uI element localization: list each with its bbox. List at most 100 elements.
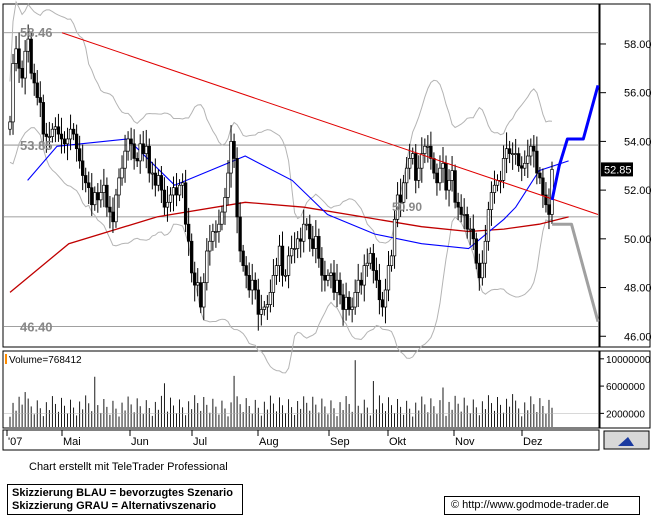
candle-body bbox=[353, 292, 357, 308]
candle-body bbox=[268, 292, 273, 305]
candle-body bbox=[529, 145, 533, 157]
candle-body bbox=[262, 306, 266, 310]
candle-body bbox=[374, 270, 379, 281]
candle-body bbox=[486, 209, 491, 242]
candle-body bbox=[247, 275, 251, 291]
copyright-icon: © bbox=[451, 499, 460, 511]
volume-label-bg bbox=[4, 352, 89, 365]
candle-body bbox=[329, 272, 333, 276]
candle-body bbox=[93, 192, 97, 206]
candle-body bbox=[202, 282, 206, 308]
candle-body bbox=[305, 223, 309, 226]
candle-body bbox=[453, 170, 457, 203]
candle-body bbox=[150, 172, 154, 175]
candle-body bbox=[302, 223, 306, 242]
candle-body bbox=[211, 231, 215, 242]
candle-body bbox=[444, 162, 448, 191]
candle-body bbox=[408, 158, 412, 169]
date-axis-label: Sep bbox=[330, 436, 350, 448]
candle-body bbox=[17, 48, 21, 69]
candle-body bbox=[277, 245, 282, 266]
low-price-label: 46.40 bbox=[20, 320, 53, 335]
candle-body bbox=[420, 153, 424, 169]
candle-body bbox=[77, 148, 82, 162]
candle-body bbox=[81, 160, 85, 176]
candle-body bbox=[159, 175, 164, 191]
candle-body bbox=[438, 167, 442, 184]
candle-body bbox=[174, 187, 179, 196]
candle-body bbox=[462, 214, 466, 216]
candle-body bbox=[392, 218, 397, 257]
candle-body bbox=[535, 150, 539, 174]
candle-body bbox=[538, 172, 542, 179]
candle-body bbox=[356, 279, 360, 293]
candle-body bbox=[253, 279, 257, 291]
candle-body bbox=[441, 162, 445, 169]
resistance-price-label: 53.85 bbox=[20, 138, 53, 153]
candle-body bbox=[114, 194, 118, 223]
candle-body bbox=[411, 153, 415, 159]
candle-body bbox=[432, 158, 436, 174]
price-axis-label: 56.00 bbox=[624, 88, 652, 100]
resistance-trendline bbox=[61, 32, 599, 215]
candle-body bbox=[153, 172, 157, 186]
candle-body bbox=[50, 128, 55, 137]
candle-body bbox=[299, 238, 303, 242]
candle-body bbox=[480, 262, 485, 279]
date-axis-label: Jul bbox=[193, 436, 207, 448]
candle-body bbox=[147, 145, 151, 174]
candle-body bbox=[71, 128, 76, 135]
candle-body bbox=[401, 182, 406, 203]
chart-tool-button[interactable] bbox=[603, 430, 650, 450]
candle-body bbox=[335, 279, 339, 293]
candle-body bbox=[435, 172, 439, 184]
candle-body bbox=[135, 158, 139, 162]
candle-body bbox=[474, 238, 478, 264]
candle-body bbox=[398, 194, 403, 203]
candle-body bbox=[99, 192, 103, 201]
high-price-label: 58.46 bbox=[20, 25, 53, 40]
candle-body bbox=[102, 184, 106, 193]
candle-body bbox=[205, 250, 209, 284]
candle-body bbox=[471, 228, 475, 240]
candle-body bbox=[65, 138, 70, 145]
volume-axis-frame bbox=[599, 350, 651, 429]
candle-body bbox=[362, 265, 366, 286]
candle-body bbox=[138, 143, 142, 162]
candle-body bbox=[59, 133, 64, 140]
candle-body bbox=[350, 306, 354, 310]
candle-body bbox=[320, 257, 324, 276]
candle-body bbox=[395, 194, 400, 220]
candle-body bbox=[53, 126, 58, 130]
candle-body bbox=[44, 133, 48, 137]
mid-price-label: 50.90 bbox=[392, 200, 422, 214]
candle-body bbox=[38, 97, 42, 103]
candle-body bbox=[426, 145, 430, 148]
candle-body bbox=[323, 275, 327, 281]
candle-body bbox=[126, 138, 130, 152]
candle-body bbox=[199, 282, 203, 308]
candle-body bbox=[386, 265, 391, 291]
candle-body bbox=[447, 180, 451, 191]
candle-body bbox=[311, 238, 315, 249]
candle-body bbox=[84, 175, 88, 184]
candle-body bbox=[68, 128, 73, 140]
candle-body bbox=[483, 240, 488, 264]
candle-body bbox=[465, 214, 469, 230]
price-axis-label: 52.00 bbox=[624, 185, 652, 197]
price-axis-label: 48.00 bbox=[624, 283, 652, 295]
candle-body bbox=[256, 289, 260, 315]
bollinger-lower bbox=[9, 127, 553, 374]
candle-body bbox=[190, 240, 194, 274]
candle-body bbox=[162, 189, 167, 208]
date-axis-label: Okt bbox=[389, 436, 406, 448]
candle-body bbox=[183, 182, 188, 225]
website-link[interactable]: © http://www.godmode-trader.de bbox=[444, 496, 640, 515]
candle-body bbox=[47, 136, 52, 138]
candle-body bbox=[177, 184, 182, 196]
candle-body bbox=[504, 148, 509, 159]
date-axis-label: '07 bbox=[8, 436, 22, 448]
price-axis-label: 50.00 bbox=[624, 234, 652, 246]
candle-body bbox=[286, 255, 291, 276]
